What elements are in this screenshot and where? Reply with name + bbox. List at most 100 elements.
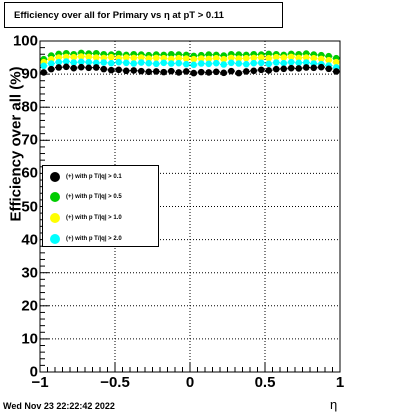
data-point [55,54,63,61]
series-2 [40,53,340,66]
data-point [130,67,138,74]
data-point [175,54,183,62]
data-point [310,54,318,62]
series-3 [40,58,340,71]
legend-marker-icon [50,213,60,223]
data-point [182,60,190,68]
data-point [137,67,145,75]
data-point [317,55,325,63]
data-point [220,61,228,68]
data-point [287,53,295,61]
data-point [107,66,115,74]
data-point [77,53,85,60]
data-point [190,55,198,63]
y-tick-label: 20 [21,297,38,315]
legend-label: (+) with p T/|q| > 2.0 [66,236,122,242]
data-point [212,68,220,76]
data-point [77,58,85,66]
data-point [55,64,63,71]
legend-label: (+) with p T/|q| > 0.1 [66,174,122,180]
legend-marker-icon [50,192,60,202]
data-point [242,54,250,62]
data-point [227,54,235,62]
data-point [302,64,310,71]
data-point [325,65,333,73]
data-point [130,60,138,67]
data-point [257,59,265,67]
data-point [265,60,273,68]
data-point [137,54,145,61]
y-tick-label: 10 [21,330,38,348]
data-point [332,58,340,66]
data-point [295,65,303,72]
data-point [250,67,258,75]
data-point [190,61,198,69]
y-tick-label: 70 [21,131,38,149]
data-point [70,64,78,72]
data-point [167,55,175,63]
data-point [295,59,303,67]
data-point [302,54,310,61]
chart-title: Efficiency over all for Primary vs η at … [4,2,283,28]
data-point [85,58,93,66]
data-point [145,55,153,62]
y-tick-label: 90 [21,65,38,83]
data-point [145,68,153,76]
x-tick-label: 0.5 [254,374,276,391]
y-tick-label: 40 [21,231,38,249]
y-tick-label: 100 [12,32,38,50]
legend-marker-icon [50,172,60,182]
data-point [205,69,213,76]
data-point [62,63,70,71]
data-point [152,54,160,62]
data-point [250,59,258,67]
data-point [85,53,93,61]
data-point [220,55,228,63]
legend-label: (+) with p T/|q| > 0.5 [66,194,122,200]
data-point [287,58,295,66]
data-point [152,68,160,75]
data-point [220,69,228,77]
data-point [242,60,250,68]
data-point [55,58,63,66]
data-point [92,59,100,67]
data-point [205,60,213,68]
data-point [287,64,295,72]
data-point [122,59,130,67]
data-point [167,60,175,67]
data-point [175,69,183,76]
data-point [280,65,288,73]
data-point [325,56,333,64]
data-point [332,68,340,75]
legend-marker-icon [50,234,60,244]
data-point [250,54,258,62]
data-point [235,55,243,62]
data-point [122,54,130,61]
data-point [115,66,123,74]
data-point [235,60,243,67]
data-point [280,59,288,67]
data-point [92,64,100,71]
legend-item: (+) with p T/|q| > 2.0 [46,232,158,246]
data-point [40,62,48,70]
data-point [62,53,70,61]
legend-label: (+) with p T/|q| > 1.0 [66,215,122,221]
data-point [310,64,318,72]
data-point [160,68,168,76]
data-point [197,55,205,62]
data-point [92,54,100,61]
data-point [317,63,325,71]
legend: (+) with p T/|q| > 0.1 (+) with p T/|q| … [42,165,159,247]
x-axis-label: η [330,397,338,412]
series-0 [40,63,340,77]
data-point [302,59,310,66]
y-tick-label: 60 [21,164,38,182]
data-point [160,54,168,62]
data-point [295,54,303,62]
x-tick-label: 0 [185,374,195,391]
data-point [272,59,280,66]
data-point [107,59,115,67]
data-point [40,69,48,76]
data-point [130,54,138,62]
